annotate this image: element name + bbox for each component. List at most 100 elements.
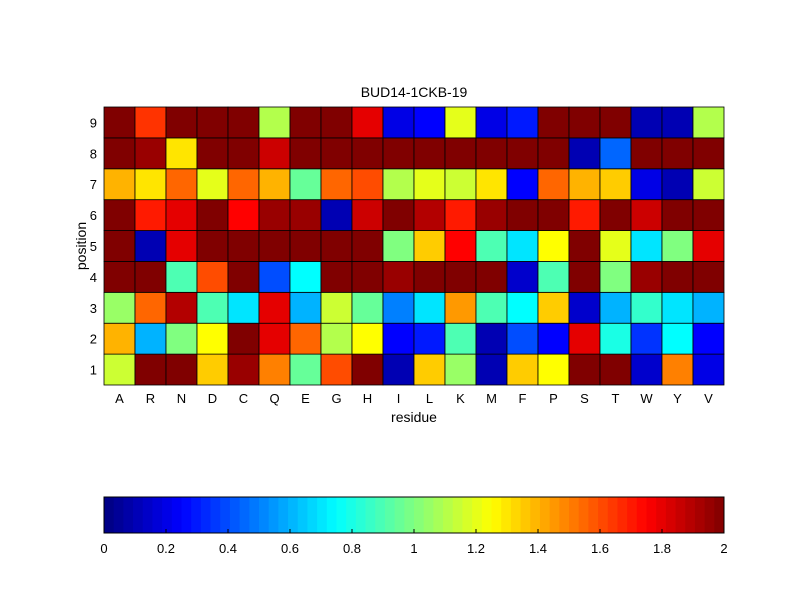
heatmap-cell — [506, 322, 539, 355]
colorbar-segment — [259, 497, 270, 533]
heatmap-cell — [630, 322, 663, 355]
colorbar-segment — [181, 497, 192, 533]
colorbar-segment — [317, 497, 328, 533]
colorbar-tick-label: 1.6 — [591, 541, 609, 556]
heatmap-cell — [320, 230, 353, 262]
heatmap-cell — [351, 137, 384, 170]
heatmap-cell — [165, 291, 198, 324]
x-tick-label: N — [177, 391, 186, 406]
colorbar-segment — [220, 497, 231, 533]
heatmap-cell — [351, 230, 384, 262]
colorbar-segment — [665, 497, 676, 533]
heatmap-cell — [196, 322, 229, 355]
colorbar-segment — [171, 497, 182, 533]
colorbar-segment — [404, 497, 415, 533]
colorbar-segment — [375, 497, 386, 533]
heatmap-cell — [568, 106, 601, 139]
heatmap-cell — [227, 291, 260, 324]
heatmap-cell — [258, 168, 291, 201]
x-tick-label: D — [208, 391, 217, 406]
heatmap-cell — [382, 261, 415, 293]
colorbar-segment — [133, 497, 144, 533]
heatmap-cell — [692, 230, 725, 262]
heatmap-cell — [692, 137, 725, 170]
heatmap-cell — [630, 168, 663, 201]
colorbar-segment — [152, 497, 163, 533]
heatmap-cell — [475, 168, 508, 201]
heatmap-cell — [413, 261, 446, 293]
heatmap-cell — [382, 137, 415, 170]
heatmap-cell — [444, 353, 477, 386]
heatmap-cell — [506, 168, 539, 201]
heatmap-cell — [103, 261, 136, 293]
heatmap-cell — [630, 291, 663, 324]
heatmap-cell — [630, 137, 663, 170]
heatmap-cell — [413, 353, 446, 386]
x-tick-label: P — [549, 391, 558, 406]
y-tick-label: 6 — [90, 208, 97, 223]
heatmap-cell — [196, 137, 229, 170]
heatmap-cell — [165, 261, 198, 293]
heatmap-cell — [537, 106, 570, 139]
colorbar-segment — [336, 497, 347, 533]
heatmap-cell — [320, 199, 353, 231]
heatmap-cell — [537, 168, 570, 201]
heatmap-cell — [568, 230, 601, 262]
colorbar-tick-label: 0 — [100, 541, 107, 556]
heatmap-cell — [475, 353, 508, 386]
x-axis-label: residue — [391, 409, 437, 425]
heatmap-cell — [227, 261, 260, 293]
colorbar-segment — [685, 497, 696, 533]
colorbar-segment — [104, 497, 115, 533]
colorbar-segment — [627, 497, 638, 533]
colorbar-segment — [346, 497, 357, 533]
heatmap-cell — [475, 261, 508, 293]
colorbar-tick-label: 0.8 — [343, 541, 361, 556]
colorbar-segment — [646, 497, 657, 533]
colorbar — [103, 496, 725, 534]
heatmap-cell — [103, 353, 136, 386]
heatmap-cell — [165, 230, 198, 262]
heatmap-cell — [103, 106, 136, 139]
heatmap-cell — [289, 353, 322, 386]
x-tick-label: W — [640, 391, 653, 406]
x-tick-label: I — [397, 391, 401, 406]
colorbar-segment — [210, 497, 221, 533]
heatmap-cell — [537, 199, 570, 231]
heatmap-cell — [320, 168, 353, 201]
heatmap-cell — [103, 168, 136, 201]
y-tick-label: 8 — [90, 146, 97, 161]
colorbar-segment — [607, 497, 618, 533]
heatmap-cell — [506, 230, 539, 262]
colorbar-tick-label: 0.2 — [157, 541, 175, 556]
heatmap-cell — [289, 137, 322, 170]
heatmap-cell — [537, 137, 570, 170]
colorbar-segment — [288, 497, 299, 533]
heatmap-cell — [227, 199, 260, 231]
colorbar-segment — [268, 497, 279, 533]
heatmap-cell — [258, 137, 291, 170]
colorbar-segment — [704, 497, 715, 533]
heatmap-cell — [661, 137, 694, 170]
heatmap-cell — [599, 291, 632, 324]
heatmap-cell — [444, 291, 477, 324]
colorbar-segment — [656, 497, 667, 533]
heatmap-cell — [630, 199, 663, 231]
heatmap-cell — [320, 261, 353, 293]
heatmap-cell — [444, 137, 477, 170]
x-tick-label: S — [580, 391, 589, 406]
heatmap-cell — [165, 353, 198, 386]
x-tick-label: Y — [673, 391, 682, 406]
colorbar-segment — [278, 497, 289, 533]
heatmap-cell — [351, 199, 384, 231]
y-tick-label: 5 — [90, 239, 97, 254]
colorbar-segment — [588, 497, 599, 533]
heatmap-cell — [351, 353, 384, 386]
heatmap-cell — [444, 322, 477, 355]
heatmap-cell — [692, 168, 725, 201]
heatmap-cell — [475, 322, 508, 355]
colorbar-segment — [443, 497, 454, 533]
heatmap-cell — [568, 322, 601, 355]
colorbar-segment — [200, 497, 211, 533]
